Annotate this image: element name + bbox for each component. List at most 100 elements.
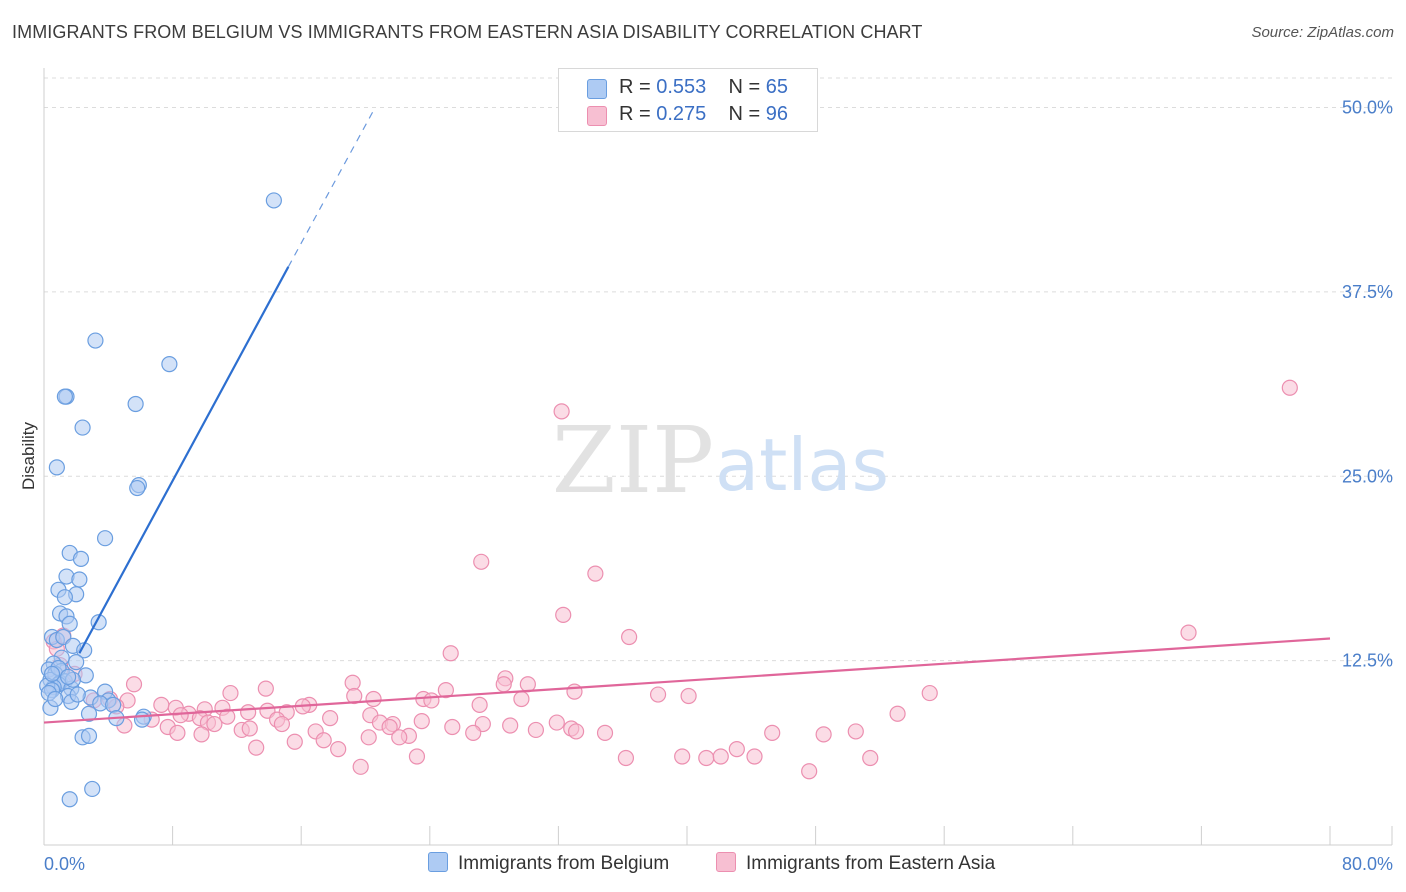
eastern-asia-point xyxy=(527,721,544,739)
trend-lines xyxy=(43,107,1331,724)
eastern-asia-point xyxy=(330,741,347,758)
belgium-point xyxy=(133,711,151,728)
eastern-asia-point xyxy=(847,723,864,740)
belgium-point xyxy=(56,388,73,405)
eastern-asia-point xyxy=(587,565,604,582)
belgium-trend-line xyxy=(78,266,290,654)
belgium-point xyxy=(80,727,98,744)
belgium-point xyxy=(69,686,86,703)
belgium-trend-extension xyxy=(287,107,376,268)
eastern-asia-point xyxy=(240,704,257,721)
legend-n-value: 96 xyxy=(765,103,789,125)
belgium-point xyxy=(43,665,61,683)
bottom-legend-belgium: Immigrants from Belgium xyxy=(428,852,669,875)
belgium-point xyxy=(68,653,85,671)
belgium-point xyxy=(87,332,104,349)
eastern-asia-point xyxy=(346,687,363,705)
chart-title: IMMIGRANTS FROM BELGIUM VS IMMIGRANTS FR… xyxy=(12,22,923,42)
eastern-asia-point xyxy=(567,723,585,740)
eastern-asia-point xyxy=(423,692,440,709)
eastern-asia-point xyxy=(473,553,490,570)
eastern-asia-point xyxy=(764,724,781,742)
legend-n-label: N = xyxy=(728,76,766,98)
eastern-asia-point xyxy=(617,749,635,767)
legend-r-value: 0.275 xyxy=(656,103,707,125)
belgium-point xyxy=(74,419,91,436)
eastern-asia-point xyxy=(746,748,763,765)
eastern-asia-point xyxy=(519,676,536,693)
eastern-asia-point xyxy=(649,686,667,703)
eastern-asia-point xyxy=(286,733,303,750)
eastern-asia-point xyxy=(352,758,369,775)
eastern-asia-point xyxy=(553,403,570,420)
belgium-point xyxy=(71,571,88,588)
bottom-legend-swatch-belgium xyxy=(428,852,448,872)
belgium-point xyxy=(96,530,114,547)
eastern-asia-point xyxy=(248,739,265,756)
series-eastern-asia-points xyxy=(45,379,1298,780)
eastern-asia-point xyxy=(222,684,239,702)
bottom-legend-label-belgium: Immigrants from Belgium xyxy=(458,853,670,874)
eastern-asia-point xyxy=(471,696,488,713)
watermark-zip: ZIP xyxy=(552,407,714,514)
belgium-point xyxy=(84,780,101,798)
eastern-asia-point xyxy=(344,674,361,691)
eastern-asia-point xyxy=(698,749,715,767)
eastern-asia-point xyxy=(381,718,398,736)
eastern-asia-point xyxy=(408,748,426,765)
belgium-point xyxy=(61,791,78,808)
source-label: Source: ZipAtlas.com xyxy=(1251,24,1394,41)
eastern-asia-point xyxy=(257,680,274,697)
eastern-asia-point xyxy=(153,696,170,713)
eastern-asia-point xyxy=(219,708,236,725)
eastern-asia-point xyxy=(921,684,938,702)
eastern-asia-point xyxy=(391,729,408,746)
belgium-point xyxy=(105,696,122,713)
eastern-asia-point xyxy=(365,690,382,708)
eastern-asia-point xyxy=(465,724,482,742)
eastern-asia-point xyxy=(206,715,223,733)
eastern-asia-point xyxy=(728,741,745,758)
eastern-asia-point xyxy=(437,682,454,699)
belgium-point xyxy=(56,589,73,606)
bottom-legend-label-eastern-asia: Immigrants from Eastern Asia xyxy=(746,853,996,874)
eastern-asia-point xyxy=(889,705,906,722)
x-tick-label: 80.0% xyxy=(1342,854,1393,874)
watermark: ZIP atlas xyxy=(552,407,889,514)
eastern-asia-point xyxy=(621,628,638,646)
tick-labels: 12.5% 25.0% 37.5% 50.0% 0.0% 80.0% xyxy=(44,98,1393,875)
legend-swatch-eastern-asia xyxy=(587,106,607,126)
eastern-asia-point xyxy=(413,712,430,730)
y-tick-label: 25.0% xyxy=(1342,466,1393,486)
eastern-asia-point xyxy=(442,645,459,662)
legend-r-label: R = xyxy=(619,76,657,98)
belgium-point xyxy=(48,459,65,476)
eastern-asia-point xyxy=(680,687,697,705)
axes xyxy=(43,68,1393,846)
eastern-asia-point xyxy=(555,606,572,624)
eastern-asia-point xyxy=(566,683,583,700)
bottom-legend-eastern-asia: Immigrants from Eastern Asia xyxy=(716,852,995,875)
y-tick-label: 37.5% xyxy=(1342,282,1393,302)
legend: R = 0.553 N = 65 R = 0.275 N = 96 xyxy=(558,68,818,132)
eastern-asia-point xyxy=(801,763,818,780)
belgium-point xyxy=(265,192,282,209)
eastern-asia-point xyxy=(502,717,519,734)
grid-lines xyxy=(44,77,1392,662)
x-tick-label: 0.0% xyxy=(44,854,85,874)
eastern-asia-point xyxy=(193,726,210,743)
bottom-legend-swatch-eastern-asia xyxy=(716,852,736,872)
eastern-asia-point xyxy=(513,690,530,708)
eastern-asia-point xyxy=(548,714,565,731)
legend-swatch-belgium xyxy=(587,79,607,99)
eastern-asia-point xyxy=(172,707,189,724)
eastern-asia-point xyxy=(273,715,291,733)
eastern-asia-point xyxy=(815,726,832,743)
eastern-asia-point xyxy=(125,676,143,693)
eastern-asia-point xyxy=(315,732,332,749)
y-tick-label: 12.5% xyxy=(1342,651,1393,671)
y-axis-label: Disability xyxy=(19,421,38,490)
belgium-point xyxy=(61,615,78,632)
belgium-point xyxy=(47,690,64,708)
